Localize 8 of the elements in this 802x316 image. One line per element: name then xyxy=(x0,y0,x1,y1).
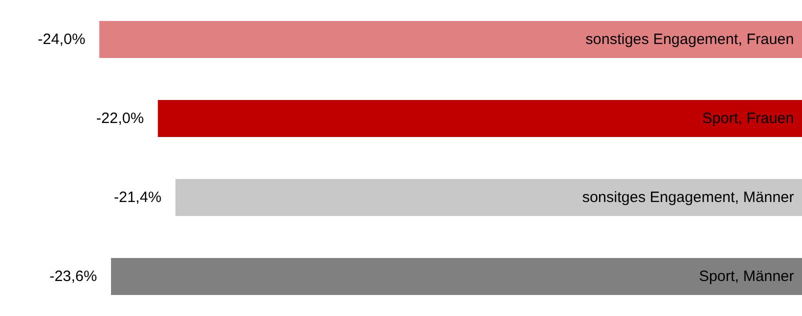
y-tick-label: sonsitges Engagement, Männer xyxy=(582,189,794,206)
y-tick-label: Sport, Männer xyxy=(698,268,794,285)
data-label: -22,0% xyxy=(96,110,144,127)
data-label: -21,4% xyxy=(114,189,162,206)
y-tick-label: sonstiges Engagement, Frauen xyxy=(586,31,794,48)
data-label: -24,0% xyxy=(38,31,86,48)
data-label: -23,6% xyxy=(49,268,97,285)
y-tick-label: Sport, Frauen xyxy=(702,110,794,127)
